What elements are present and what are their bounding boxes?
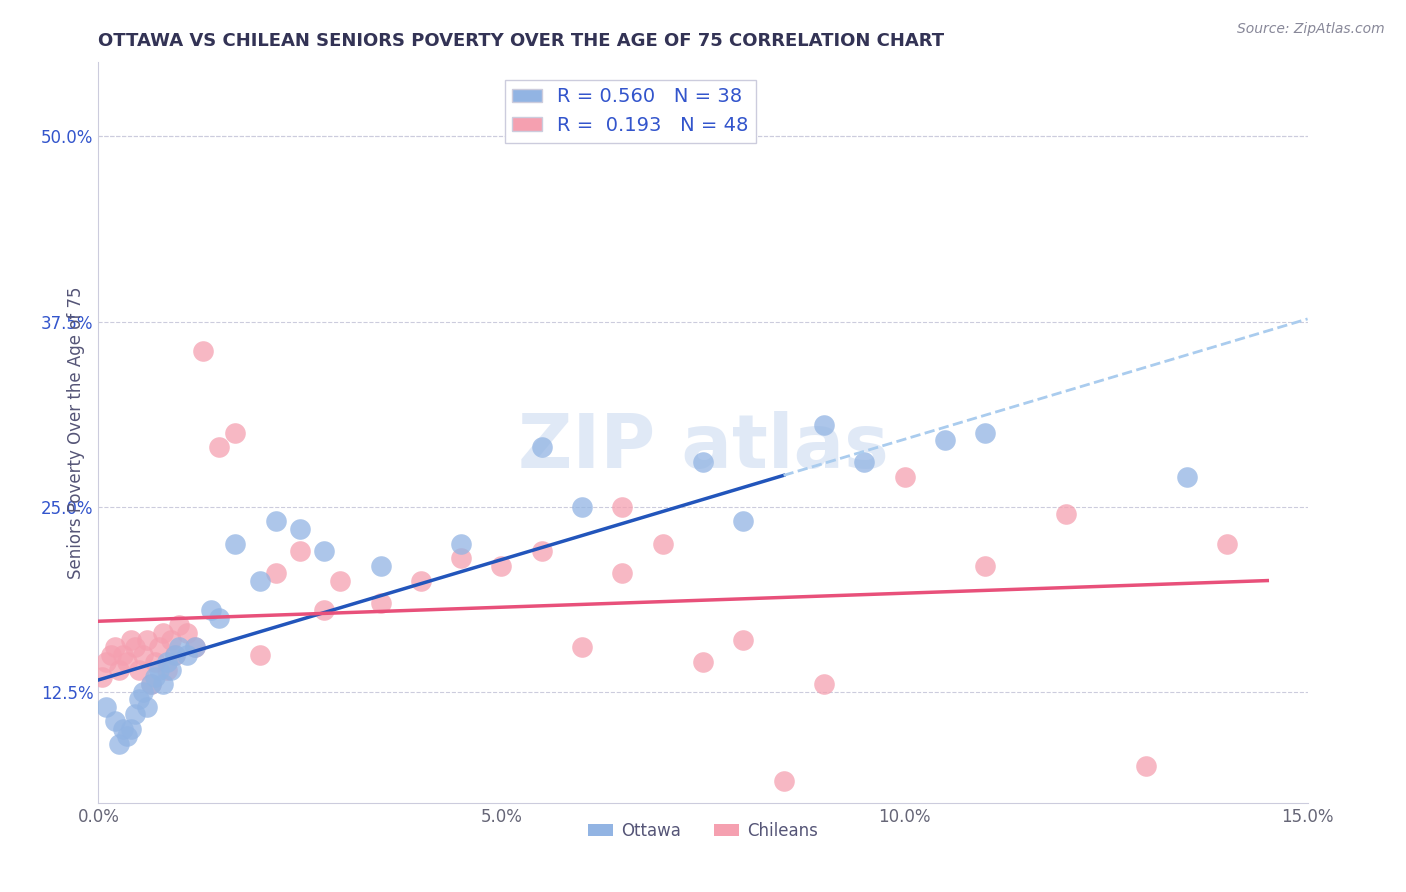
- Point: [103, 714, 125, 729]
- Point: [651, 536, 673, 550]
- Point: [163, 648, 186, 662]
- Point: [143, 670, 166, 684]
- Point: [264, 515, 287, 529]
- Point: [612, 566, 634, 581]
- Point: [167, 618, 190, 632]
- Point: [160, 663, 183, 677]
- Point: [96, 699, 118, 714]
- Point: [163, 648, 186, 662]
- Point: [124, 640, 146, 655]
- Point: [91, 670, 114, 684]
- Point: [139, 677, 162, 691]
- Point: [115, 655, 138, 669]
- Point: [733, 632, 755, 647]
- Point: [772, 773, 794, 788]
- Point: [249, 574, 271, 588]
- Point: [107, 663, 129, 677]
- Text: OTTAWA VS CHILEAN SENIORS POVERTY OVER THE AGE OF 75 CORRELATION CHART: OTTAWA VS CHILEAN SENIORS POVERTY OVER T…: [98, 32, 945, 50]
- Point: [571, 500, 593, 514]
- Point: [167, 640, 190, 655]
- Point: [148, 640, 170, 655]
- Y-axis label: Seniors Poverty Over the Age of 75: Seniors Poverty Over the Age of 75: [66, 286, 84, 579]
- Point: [314, 544, 336, 558]
- Point: [1175, 470, 1198, 484]
- Point: [1054, 507, 1077, 521]
- Point: [450, 551, 472, 566]
- Point: [111, 648, 134, 662]
- Point: [143, 655, 166, 669]
- Point: [135, 632, 157, 647]
- Point: [974, 425, 997, 440]
- Point: [156, 663, 179, 677]
- Point: [1216, 536, 1239, 550]
- Point: [314, 603, 336, 617]
- Point: [132, 685, 155, 699]
- Point: [530, 441, 553, 455]
- Point: [135, 699, 157, 714]
- Legend: Ottawa, Chileans: Ottawa, Chileans: [581, 815, 825, 847]
- Point: [450, 536, 472, 550]
- Point: [370, 558, 392, 573]
- Point: [329, 574, 352, 588]
- Point: [160, 632, 183, 647]
- Point: [1135, 758, 1157, 772]
- Point: [571, 640, 593, 655]
- Point: [193, 344, 215, 359]
- Point: [974, 558, 997, 573]
- Text: Source: ZipAtlas.com: Source: ZipAtlas.com: [1237, 22, 1385, 37]
- Point: [96, 655, 118, 669]
- Point: [853, 455, 876, 469]
- Point: [288, 522, 311, 536]
- Point: [128, 663, 150, 677]
- Point: [132, 648, 155, 662]
- Point: [120, 722, 142, 736]
- Point: [264, 566, 287, 581]
- Point: [934, 433, 956, 447]
- Point: [156, 655, 179, 669]
- Point: [409, 574, 432, 588]
- Point: [184, 640, 207, 655]
- Point: [115, 729, 138, 743]
- Point: [612, 500, 634, 514]
- Point: [111, 722, 134, 736]
- Point: [128, 692, 150, 706]
- Point: [208, 441, 231, 455]
- Point: [124, 706, 146, 721]
- Point: [491, 558, 513, 573]
- Point: [733, 515, 755, 529]
- Point: [152, 677, 174, 691]
- Point: [184, 640, 207, 655]
- Point: [176, 625, 198, 640]
- Point: [224, 536, 246, 550]
- Point: [692, 655, 714, 669]
- Point: [530, 544, 553, 558]
- Point: [139, 677, 162, 691]
- Point: [813, 418, 835, 433]
- Point: [120, 632, 142, 647]
- Point: [893, 470, 915, 484]
- Point: [224, 425, 246, 440]
- Text: ZIP atlas: ZIP atlas: [517, 411, 889, 484]
- Point: [152, 625, 174, 640]
- Point: [288, 544, 311, 558]
- Point: [208, 611, 231, 625]
- Point: [249, 648, 271, 662]
- Point: [370, 596, 392, 610]
- Point: [176, 648, 198, 662]
- Point: [107, 737, 129, 751]
- Point: [148, 663, 170, 677]
- Point: [100, 648, 122, 662]
- Point: [200, 603, 222, 617]
- Point: [692, 455, 714, 469]
- Point: [103, 640, 125, 655]
- Point: [813, 677, 835, 691]
